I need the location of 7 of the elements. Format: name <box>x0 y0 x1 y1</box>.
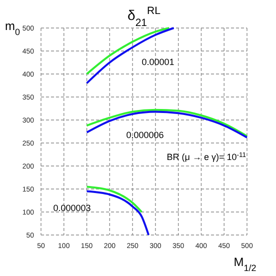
line-series <box>86 27 175 84</box>
x-axis-title: M$_{1/2}$ <box>234 255 256 273</box>
annotation: BR (μ → e γ)= 10$^{-11}$ <box>166 152 246 162</box>
annotation: 0.00001 <box>142 57 174 67</box>
annotation: 0.000003 <box>53 203 91 213</box>
y-axis-title: m$_{0}$ <box>5 19 20 37</box>
annotation: 0.000006 <box>126 130 164 140</box>
